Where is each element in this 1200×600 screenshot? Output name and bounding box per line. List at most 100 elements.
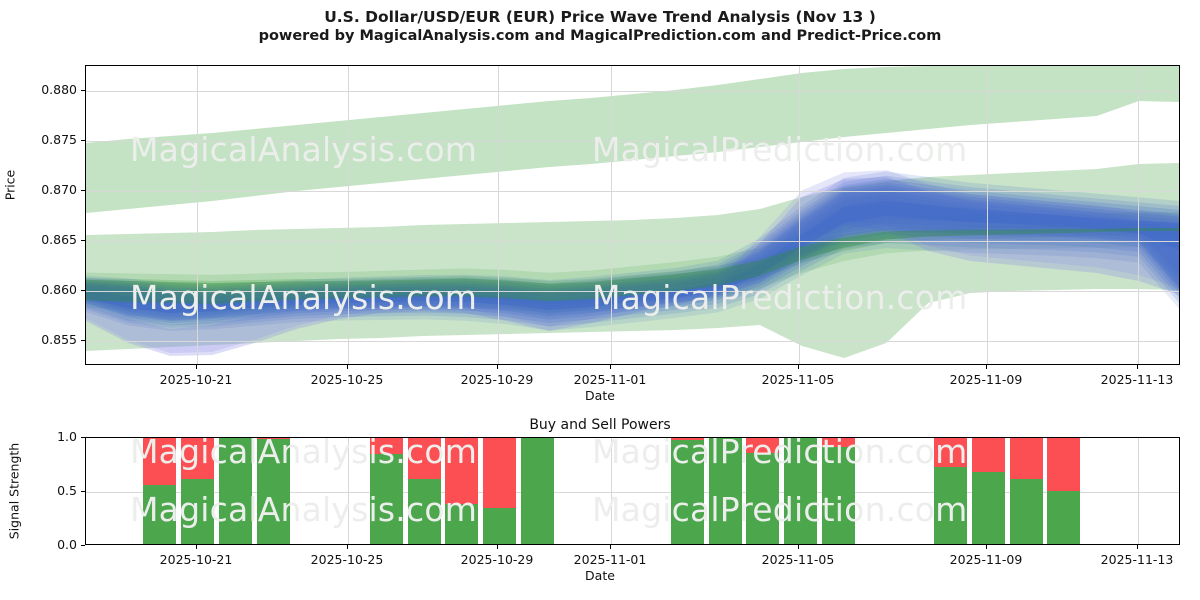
mid-green-band-echo: [86, 231, 1179, 313]
sell-power-bar[interactable]: [444, 438, 478, 505]
upper-green-band: [86, 66, 1179, 213]
green-core-band: [86, 227, 1179, 304]
buy-power-bar[interactable]: [1009, 479, 1043, 544]
grid-line-vertical: [799, 66, 800, 364]
x-tick-mark: [1137, 545, 1138, 549]
blue-wave-band: [86, 194, 1179, 328]
sell-power-bar[interactable]: [407, 438, 441, 480]
buy-power-bar[interactable]: [670, 440, 704, 544]
price-wave-plot: [85, 65, 1180, 365]
x-tick-mark: [986, 365, 987, 369]
bar-group[interactable]: [1046, 438, 1080, 544]
buy-power-bar[interactable]: [1046, 491, 1080, 544]
bar-chart-title: Buy and Sell Powers: [529, 417, 671, 433]
y-tick-mark: [81, 140, 85, 141]
page-title: U.S. Dollar/USD/EUR (EUR) Price Wave Tre…: [324, 8, 876, 26]
grid-line-vertical: [197, 66, 198, 364]
x-tick-mark: [497, 545, 498, 549]
y-tick-mark: [81, 190, 85, 191]
bar-group[interactable]: [180, 438, 214, 544]
y-tick-mark: [81, 240, 85, 241]
bar-group[interactable]: [708, 438, 742, 544]
buy-power-bar[interactable]: [142, 484, 176, 544]
x-tick-label: 2025-11-05: [761, 552, 835, 567]
bar-group[interactable]: [407, 438, 441, 544]
buy-sell-powers-plot: [85, 437, 1180, 545]
x-tick-mark: [347, 545, 348, 549]
buy-power-bar[interactable]: [708, 438, 742, 544]
blue-core-band: [86, 201, 1179, 313]
price-wave-svg: [86, 66, 1179, 358]
bar-group[interactable]: [1009, 438, 1043, 544]
buy-power-bar[interactable]: [971, 471, 1005, 544]
buy-power-bar[interactable]: [745, 453, 779, 544]
bar-group[interactable]: [971, 438, 1005, 544]
page-subtitle: powered by MagicalAnalysis.com and Magic…: [258, 28, 942, 44]
y-tick-label: 0.855: [41, 332, 77, 347]
bar-group[interactable]: [783, 438, 817, 544]
x-tick-mark: [347, 365, 348, 369]
y-tick-label: 0.880: [41, 82, 77, 97]
sell-power-bar[interactable]: [142, 438, 176, 485]
sell-power-bar[interactable]: [670, 438, 704, 441]
chart-title-block: U.S. Dollar/USD/EUR (EUR) Price Wave Tre…: [0, 8, 1200, 46]
buy-power-bar[interactable]: [444, 504, 478, 544]
sell-power-bar[interactable]: [1046, 438, 1080, 492]
bar-group[interactable]: [218, 438, 252, 544]
sell-power-bar[interactable]: [1009, 438, 1043, 480]
grid-line-vertical: [348, 66, 349, 364]
buy-power-bar[interactable]: [520, 438, 554, 544]
buy-power-bar[interactable]: [256, 439, 290, 544]
x-tick-mark: [1137, 365, 1138, 369]
bar-group[interactable]: [933, 438, 967, 544]
bar-group[interactable]: [670, 438, 704, 544]
buy-power-bar[interactable]: [482, 508, 516, 544]
y-tick-label: 0.865: [41, 232, 77, 247]
mid-green-band-echo: [86, 212, 1179, 301]
x-tick-mark: [610, 545, 611, 549]
buy-power-bar[interactable]: [821, 446, 855, 544]
bar-group[interactable]: [444, 438, 478, 544]
sell-power-bar[interactable]: [482, 438, 516, 509]
x-tick-label: 2025-11-09: [949, 552, 1023, 567]
sell-power-bar[interactable]: [745, 438, 779, 454]
x-tick-mark: [196, 545, 197, 549]
grid-line-horizontal: [86, 492, 1179, 493]
x-tick-label: 2025-10-29: [460, 552, 534, 567]
buy-power-bar[interactable]: [783, 438, 817, 544]
sell-power-bar[interactable]: [821, 438, 855, 447]
x-tick-mark: [798, 545, 799, 549]
blue-wave-band: [86, 187, 1179, 323]
sell-power-bar[interactable]: [256, 438, 290, 440]
bar-group[interactable]: [745, 438, 779, 544]
sell-power-bar[interactable]: [369, 438, 403, 455]
buy-power-bar[interactable]: [369, 454, 403, 544]
sell-power-bar[interactable]: [218, 438, 252, 439]
grid-line-horizontal: [86, 191, 1179, 192]
bar-group[interactable]: [482, 438, 516, 544]
mid-green-band: [86, 224, 1179, 306]
bar-group[interactable]: [520, 438, 554, 544]
buy-power-bar[interactable]: [407, 479, 441, 544]
x-tick-label: 2025-11-13: [1100, 372, 1174, 387]
bar-group[interactable]: [821, 438, 855, 544]
bar-group[interactable]: [369, 438, 403, 544]
sell-power-bar[interactable]: [180, 438, 214, 480]
grid-line-horizontal: [86, 241, 1179, 242]
buy-power-bar[interactable]: [218, 438, 252, 544]
buy-power-bar[interactable]: [933, 467, 967, 544]
y-tick-mark: [81, 290, 85, 291]
x-tick-mark: [610, 365, 611, 369]
x-tick-label: 2025-10-25: [310, 372, 384, 387]
buy-power-bar[interactable]: [180, 479, 214, 544]
y-tick-mark: [81, 340, 85, 341]
grid-line-vertical: [987, 66, 988, 364]
sell-power-bar[interactable]: [933, 438, 967, 468]
y-tick-mark: [81, 491, 85, 492]
bar-group[interactable]: [256, 438, 290, 544]
bar-group[interactable]: [142, 438, 176, 544]
sell-power-bar[interactable]: [971, 438, 1005, 472]
bars-x-axis-label: Date: [585, 568, 615, 583]
x-tick-mark: [798, 365, 799, 369]
